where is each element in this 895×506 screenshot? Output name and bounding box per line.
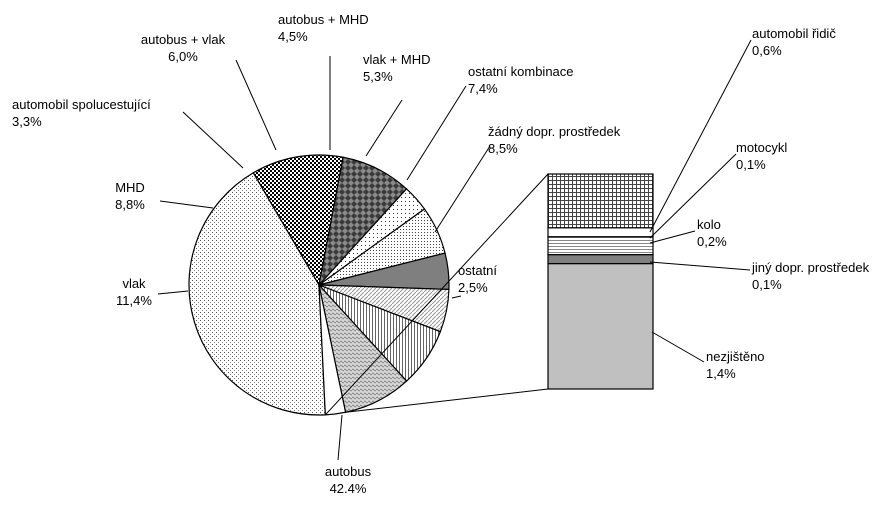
pie-value-zadny-dopr-prostredek: 8,5% [488,141,518,156]
bar-segment-motocykl [547,227,654,238]
pie-slice-ostatni [318,284,347,416]
pie-value-ostatni: 2,5% [458,280,488,295]
pie-slice-vlak [252,154,344,287]
pie-label-ostatni-kombinace: ostatní kombinace [468,64,574,79]
bar-value-kolo: 0,2% [697,234,727,249]
pie-value-vlak: 11,4% [116,293,152,308]
stacked-bar [547,173,654,390]
pie-label-vlak-mhd: vlak + MHD [363,52,431,67]
bar-label-nezjisteno: nezjištěno [706,349,765,364]
bar-label-jiny-dopr-prostredek: jiný dopr. prostředek [751,260,870,275]
bar-leader-motocykl [649,153,737,239]
pie-value-autobus-mhd: 4,5% [278,29,308,44]
connector-line-top [325,173,549,416]
bar-leader-automobil-ridic [649,39,752,233]
bar-value-jiny-dopr-prostredek: 0,1% [752,277,782,292]
pie-label-ostatni: ostatní [458,263,497,278]
pie-value-autobus: 42.4% [330,481,367,496]
pie-leader-ostatni [451,295,462,299]
pie-leader-autobus-vlak [235,59,277,151]
pie-label-autobus: autobus [325,464,372,479]
bar-segment-jiny-dopr-prostredek [547,254,654,265]
pie-label-vlak: vlak [122,276,146,291]
pie-leader-ostatni-kombinace [406,85,467,181]
pie-value-ostatni-kombinace: 7,4% [468,81,498,96]
pie-value-mhd: 8,8% [115,197,145,212]
pie-leader-zadny-dopr-prostredek [434,145,491,233]
pie-leader-vlak-mhd [365,99,403,157]
connector-line-bottom [345,388,549,413]
bar-leader-nezjisteno [651,331,705,363]
bar-value-automobil-ridic: 0,6% [752,43,782,58]
pie [188,154,450,416]
pie-value-automobil-spolucestujici: 3,3% [12,114,42,129]
pie-label-zadny-dopr-prostredek: žádný dopr. prostředek [488,124,621,139]
pie-label-autobus-mhd: autobus + MHD [278,12,369,27]
pie-label-mhd: MHD [115,180,145,195]
bar-label-kolo: kolo [697,217,721,232]
pie-label-autobus-vlak: autobus + vlak [141,32,226,47]
pie-leader-automobil-spolucestujici [182,111,244,169]
pie-leader-vlak [157,290,189,295]
pie-leader-autobus [337,414,343,461]
pie-leader-mhd [159,200,214,209]
bar-leader-kolo [649,230,696,244]
pie-value-vlak-mhd: 5,3% [363,69,393,84]
bar-value-motocykl: 0,1% [736,157,766,172]
pie-slice-autobus [188,171,326,416]
pie-label-automobil-spolucestujici: automobil spolucestující [12,97,151,112]
leader-lines [157,39,752,461]
bar-value-nezjisteno: 1,4% [706,366,736,381]
bar-segment-automobil-ridic [547,173,654,229]
labels: autobus 42.4% vlak 11,4% MHD 8,8% automobil sp… [12,12,870,496]
bar-segment-kolo [547,236,654,256]
bar-leader-jiny-dopr-prostredek [649,261,751,271]
bar-label-automobil-ridic: automobil řidič [752,26,836,41]
bar-label-motocykl: motocykl [736,140,787,155]
pie-value-autobus-vlak: 6,0% [168,49,198,64]
bar-segment-nezjisteno [547,262,654,390]
